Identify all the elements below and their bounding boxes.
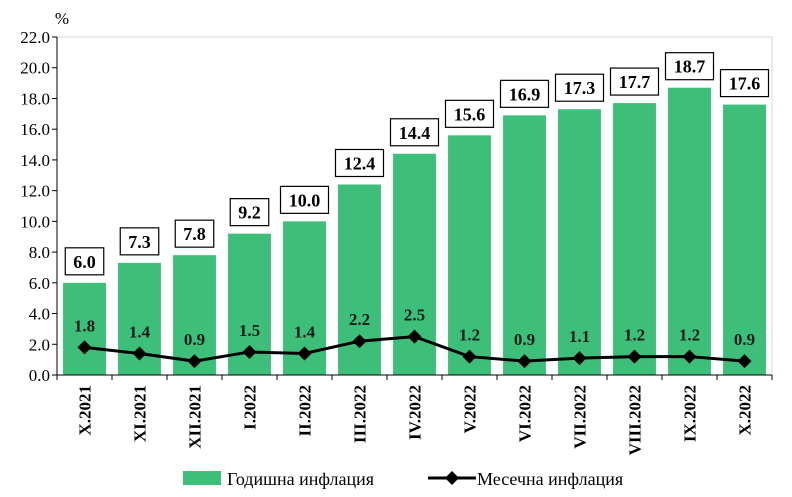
annual-value-label: 17.3 — [564, 78, 596, 98]
annual-value-label: 18.7 — [674, 57, 706, 77]
monthly-value-label: 0.9 — [514, 330, 535, 349]
x-category-label: X.2021 — [76, 385, 95, 436]
monthly-marker — [737, 354, 752, 369]
y-tick-label: 14.0 — [20, 151, 50, 170]
y-tick-label: 20.0 — [20, 59, 50, 78]
monthly-marker — [187, 354, 202, 369]
annual-bar — [448, 135, 491, 375]
annual-value-label: 7.8 — [183, 224, 206, 244]
y-tick-label: 2.0 — [29, 335, 50, 354]
x-category-label: VI.2022 — [516, 385, 535, 442]
y-tick-label: 18.0 — [20, 89, 50, 108]
monthly-marker — [517, 354, 532, 369]
annual-value-label: 17.6 — [729, 74, 761, 94]
y-unit-label: % — [55, 9, 69, 28]
monthly-marker — [407, 329, 422, 344]
legend-marker-monthly — [445, 471, 459, 485]
monthly-value-label: 1.2 — [459, 326, 480, 345]
monthly-marker — [77, 340, 92, 355]
monthly-value-label: 1.8 — [74, 316, 95, 335]
y-tick-label: 8.0 — [29, 243, 50, 262]
monthly-inflation-labels: 1.8 1.4 0.9 1.5 1.4 2.2 2.5 1.2 0.9 1.1 1.2 1.2 0.9 — [74, 306, 755, 350]
legend: Годишна инфлация Месечна инфлация — [183, 469, 623, 489]
annual-label-box — [174, 219, 215, 248]
monthly-value-label: 1.4 — [129, 322, 151, 341]
y-tick-label: 10.0 — [20, 212, 50, 231]
annual-label-box — [499, 79, 550, 108]
monthly-value-label: 1.2 — [624, 326, 645, 345]
monthly-marker — [572, 351, 587, 366]
annual-value-label: 16.9 — [509, 84, 541, 104]
y-tick-label: 12.0 — [20, 182, 50, 201]
monthly-value-label: 1.4 — [294, 322, 316, 341]
y-tick-label: 4.0 — [29, 305, 50, 324]
monthly-value-label: 0.9 — [734, 330, 755, 349]
monthly-marker — [297, 346, 312, 361]
annual-value-label: 10.0 — [289, 190, 321, 210]
x-category-label: II.2022 — [296, 385, 315, 436]
monthly-marker — [132, 346, 147, 361]
x-category-label: VII.2022 — [571, 385, 590, 449]
monthly-marker — [242, 344, 257, 359]
x-category-label: IV.2022 — [406, 385, 425, 440]
x-category-label: I.2022 — [241, 385, 260, 430]
annual-label-box — [64, 247, 105, 276]
annual-label-box — [334, 148, 385, 178]
annual-bar — [63, 282, 106, 375]
annual-label-box — [609, 67, 660, 96]
x-category-label: XII.2021 — [186, 385, 205, 449]
annual-bar — [668, 87, 711, 375]
x-axis: X.2021 XI.2021 XII.2021 I.2022 II.2022 III.20… — [56, 374, 773, 455]
annual-bar — [503, 115, 546, 375]
x-category-label: X.2022 — [736, 385, 755, 436]
annual-value-label: 7.3 — [128, 232, 151, 252]
x-category-label: III.2022 — [351, 385, 370, 443]
annual-bar — [723, 104, 766, 375]
annual-label-box — [279, 185, 330, 214]
monthly-value-label: 2.5 — [404, 306, 425, 325]
monthly-marker — [682, 349, 697, 364]
x-category-label: VIII.2022 — [626, 385, 645, 455]
annual-label-box — [664, 52, 715, 81]
y-tick-label: 0.0 — [29, 366, 50, 385]
x-category-label: IX.2022 — [681, 385, 700, 442]
y-tick-label: 6.0 — [29, 274, 50, 293]
monthly-inflation-line — [77, 329, 752, 369]
annual-label-box — [554, 73, 605, 102]
annual-bar — [558, 109, 601, 375]
y-tick-label: 16.0 — [20, 120, 50, 139]
annual-bar — [613, 103, 656, 376]
annual-label-box — [119, 227, 160, 256]
annual-value-label: 6.0 — [73, 252, 96, 272]
annual-value-label: 12.4 — [344, 153, 376, 173]
annual-label-box — [444, 99, 495, 128]
monthly-marker — [462, 349, 477, 364]
annual-label-box — [389, 118, 440, 147]
annual-value-label: 9.2 — [238, 203, 261, 223]
monthly-value-label: 0.9 — [184, 330, 205, 349]
monthly-value-label: 1.5 — [239, 321, 260, 340]
x-category-label: V.2022 — [461, 385, 480, 433]
annual-inflation-labels: 6.0 7.3 7.8 9.2 10.0 12.4 14.4 15.6 16.9 17.3 17.7… — [64, 52, 770, 276]
monthly-value-label: 2.2 — [349, 310, 370, 329]
y-tick-label: 22.0 — [20, 28, 50, 47]
annual-value-label: 17.7 — [619, 72, 651, 92]
annual-label-box — [719, 68, 770, 98]
legend-label-annual: Годишна инфлация — [227, 469, 374, 489]
y-axis: 0.0 2.0 4.0 6.0 8.0 10.0 12.0 14.0 16.0 18.0 20.0 2… — [20, 28, 58, 385]
legend-swatch-annual — [183, 471, 221, 485]
monthly-value-label: 1.2 — [679, 326, 700, 345]
monthly-marker — [352, 334, 367, 349]
annual-value-label: 14.4 — [399, 123, 431, 143]
annual-inflation-bars — [63, 87, 766, 376]
annual-label-box — [229, 198, 270, 227]
monthly-marker — [627, 349, 642, 364]
annual-value-label: 15.6 — [454, 104, 486, 124]
monthly-value-label: 1.1 — [569, 327, 590, 346]
legend-label-monthly: Месечна инфлация — [477, 469, 623, 489]
x-category-label: XI.2021 — [131, 385, 150, 442]
